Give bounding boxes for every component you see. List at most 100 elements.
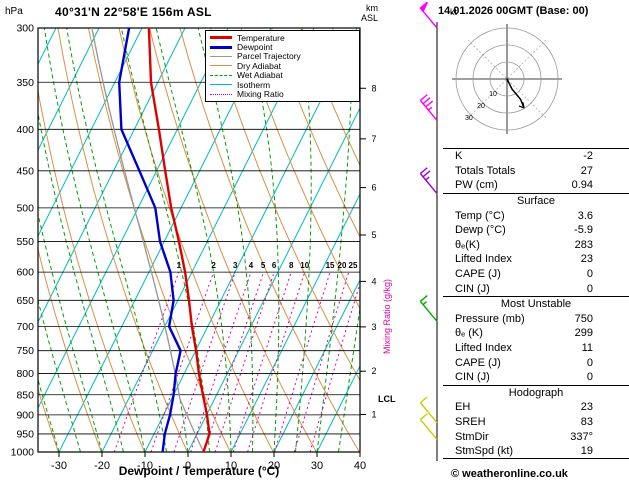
legend-line-swatch (210, 93, 232, 95)
table-row: StmSpd (kt) 19 (443, 444, 629, 459)
table-row: K -2 (443, 149, 629, 164)
hodograph: 10 20 30 (452, 24, 562, 134)
run-datetime: 14.01.2026 00GMT (Base: 00) (438, 5, 589, 17)
svg-text:450: 450 (16, 165, 34, 177)
legend-line-swatch (210, 65, 232, 67)
mixing-ratio-line (214, 271, 275, 452)
table-row-label: θₑ(K) (455, 238, 480, 251)
table-row-value: 3.6 (577, 209, 593, 222)
table-section: Surface Temp (°C) 3.6 Dewp (°C) -5.9 θₑ(K) 283… (443, 192, 629, 296)
svg-text:8: 8 (289, 261, 294, 270)
table-row: Temp (°C) 3.6 (443, 208, 629, 223)
table-row-label: CAPE (J) (455, 268, 501, 281)
table-row: CIN (J) 0 (443, 281, 629, 296)
svg-text:-30: -30 (51, 460, 67, 472)
svg-text:350: 350 (16, 77, 34, 89)
svg-text:30: 30 (465, 115, 473, 122)
table-row-value: 0 (586, 371, 593, 384)
svg-text:1: 1 (371, 410, 376, 420)
table-row: SREH 83 (443, 415, 629, 430)
table-row-label: Dewp (°C) (455, 224, 506, 237)
legend-line-swatch (210, 84, 232, 86)
wet-adiabat-line (38, 377, 60, 452)
parcel-trajectory-curve (91, 28, 205, 452)
svg-text:4: 4 (371, 276, 376, 286)
wet-adiabat-line (197, 28, 254, 452)
x-axis-title: Dewpoint / Temperature (°C) (118, 464, 280, 478)
isotherm-line (38, 28, 186, 324)
wind-barb-icon (419, 413, 438, 440)
table-row-value: 0 (586, 356, 593, 369)
table-row: CIN (J) 0 (443, 370, 629, 385)
legend-line-swatch (210, 55, 232, 57)
legend-line-swatch (210, 36, 232, 40)
svg-text:850: 850 (16, 389, 34, 401)
mixing-ratio-line (190, 271, 252, 452)
svg-text:20: 20 (338, 261, 347, 270)
table-row: EH 23 (443, 400, 629, 415)
svg-text:1: 1 (177, 261, 182, 270)
legend-item-label: Isotherm (237, 79, 271, 90)
table-row-value: 23 (580, 401, 593, 414)
table-row: Pressure (mb) 750 (443, 312, 629, 327)
asl-label: ASL (361, 13, 379, 23)
table-row: CAPE (J) 0 (443, 267, 629, 282)
legend-item: Wet Adiabat (210, 70, 359, 80)
legend-line-swatch (210, 45, 232, 49)
legend-item: Parcel Trajectory (210, 51, 359, 62)
svg-text:3: 3 (233, 261, 238, 270)
mixing-ratio-labels: 1 2 3 4 5 6 8 10 15 20 25 (177, 261, 358, 270)
table-row-label: K (455, 150, 463, 163)
table-section-header: Surface (517, 195, 555, 208)
svg-text:700: 700 (16, 321, 34, 333)
svg-text:20: 20 (268, 460, 280, 472)
svg-text:2: 2 (371, 366, 376, 376)
wind-barb-icon (419, 1, 438, 29)
dry-adiabat-line (38, 88, 145, 452)
wet-adiabat-line (38, 110, 124, 452)
table-row-value: 337° (570, 430, 593, 443)
table-row-label: SREH (455, 415, 486, 428)
legend-box: Temperature Dewpoint Parcel Trajectory Dry … (205, 30, 360, 102)
svg-text:40: 40 (354, 460, 366, 472)
svg-text:4: 4 (249, 261, 254, 270)
station-title: 40°31'N 22°58'E 156m ASL (55, 5, 212, 19)
isotherm-line (316, 364, 360, 452)
wind-barb-icon (419, 396, 438, 424)
table-section-header: Hodograph (508, 386, 564, 399)
svg-text:500: 500 (16, 202, 34, 214)
isotherm-line (38, 28, 229, 410)
table-row-value: 83 (580, 415, 593, 428)
isotherm-line (230, 192, 360, 452)
svg-text:10: 10 (300, 261, 309, 270)
legend-item: Mixing Ratio (210, 89, 359, 99)
wet-adiabat-line (43, 28, 146, 452)
legend-item-label: Parcel Trajectory (237, 51, 301, 62)
svg-text:5: 5 (261, 261, 266, 270)
table-row: θₑ (K) 299 (443, 326, 629, 341)
svg-text:0: 0 (185, 460, 191, 472)
svg-text:5: 5 (371, 230, 376, 240)
temperature-axis: -30 -20 -10 0 10 20 30 40 (51, 452, 366, 472)
table-row-label: PW (cm) (455, 179, 498, 192)
hodograph-unit-label: kt (450, 7, 458, 17)
legend-item-label: Dewpoint (237, 42, 273, 53)
svg-text:300: 300 (16, 23, 34, 35)
legend-item-label: Temperature (237, 32, 285, 43)
table-row-value: 23 (580, 253, 593, 266)
svg-text:400: 400 (16, 124, 34, 136)
wind-barb-icon (419, 94, 438, 121)
lcl-marker: LCL (378, 394, 396, 404)
table-row-label: CIN (J) (455, 371, 490, 384)
mixing-ratio-line (274, 271, 331, 452)
svg-text:20: 20 (477, 103, 485, 110)
svg-text:1000: 1000 (11, 447, 35, 459)
mixing-ratio-line (203, 271, 265, 452)
table-row: StmDir 337° (443, 429, 629, 444)
km-axis: 1 2 3 4 5 6 7 8 (360, 83, 377, 420)
km-label: km (366, 3, 378, 13)
temperature-curve (147, 28, 211, 452)
table-row: CAPE (J) 0 (443, 355, 629, 370)
table-section: Hodograph EH 23 SREH 83 StmDir 337° StmSpd (kt)… (443, 384, 629, 459)
table-row: PW (cm) 0.94 (443, 178, 629, 193)
